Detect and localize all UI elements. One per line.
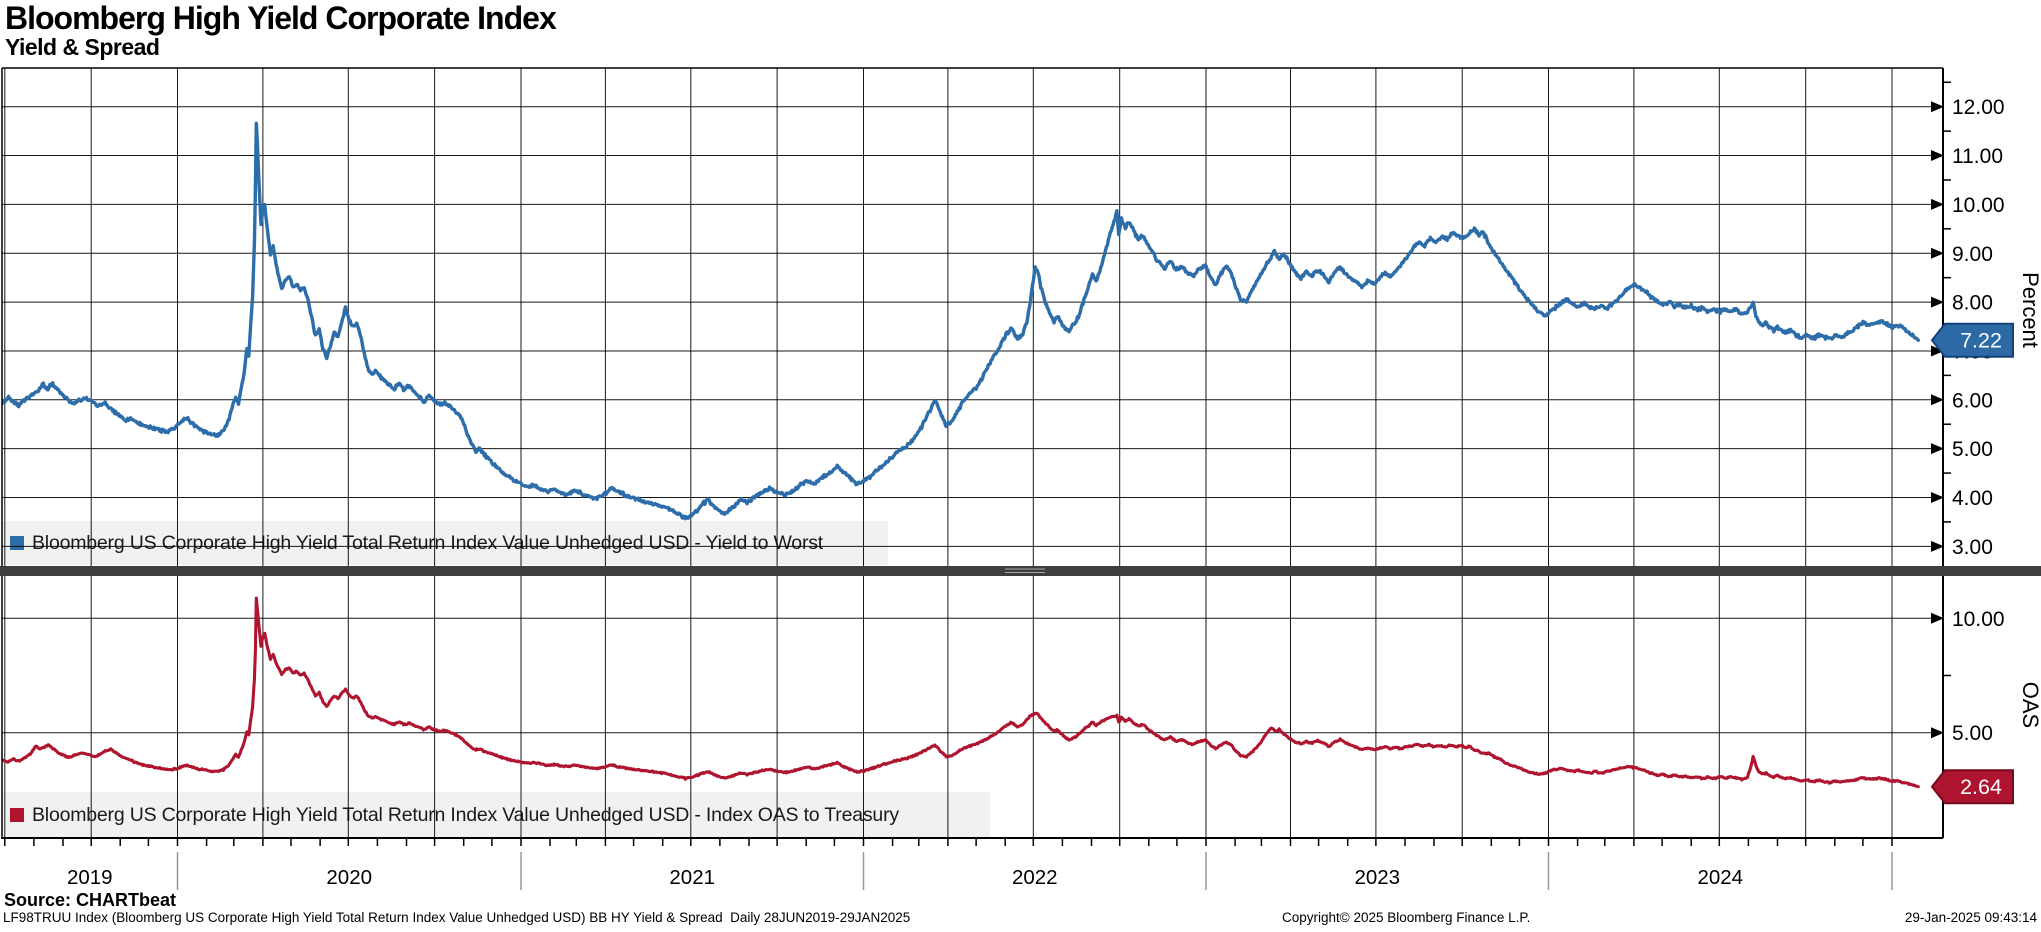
- top-panel-gridlines: 12.0011.0010.009.008.007.006.005.004.003…: [2, 81, 2005, 559]
- svg-text:3.00: 3.00: [1952, 536, 1993, 559]
- year-label: 2020: [326, 866, 372, 889]
- oas-legend-marker-icon: [10, 808, 24, 822]
- tick-arrow-icon: [1931, 247, 1944, 259]
- year-label: 2022: [1012, 866, 1058, 889]
- footer-description: LF98TRUU Index (Bloomberg US Corporate H…: [3, 910, 911, 925]
- tick-arrow-icon: [1931, 394, 1944, 406]
- svg-text:5.00: 5.00: [1952, 438, 1993, 461]
- tick-arrow-icon: [1931, 345, 1944, 357]
- tick-arrow-icon: [1931, 492, 1944, 503]
- percent-axis-label: Percent: [2018, 272, 2041, 348]
- svg-text:8.00: 8.00: [1952, 292, 1993, 315]
- tick-arrow-icon: [1931, 150, 1944, 162]
- footer-source: Source: CHARTbeat: [4, 890, 177, 910]
- yield-last-value-badge[interactable]: 7.22: [1930, 322, 2014, 358]
- page-subtitle: Yield & Spread: [5, 34, 160, 60]
- year-label: 2021: [669, 866, 715, 889]
- svg-text:9.00: 9.00: [1952, 243, 1993, 266]
- footer-copyright: Copyright© 2025 Bloomberg Finance L.P.: [1282, 910, 1531, 925]
- x-axis: 2019 2020 2021 2022 2023 2024: [4, 838, 1893, 890]
- svg-text:5.00: 5.00: [1952, 722, 1993, 745]
- footer-timestamp: 29-Jan-2025 09:43:14: [1904, 910, 2037, 925]
- bottom-panel-gridlines: 10.00 5.00: [2, 608, 2005, 791]
- tick-arrow-icon: [1931, 101, 1944, 113]
- svg-text:10.00: 10.00: [1952, 608, 2005, 631]
- svg-text:11.00: 11.00: [1952, 145, 2003, 168]
- tick-arrow-icon: [1931, 727, 1944, 739]
- tick-arrow-icon: [1931, 296, 1944, 308]
- svg-text:2.64: 2.64: [1960, 775, 2002, 799]
- oas-last-value-badge[interactable]: 2.64: [1930, 769, 2014, 805]
- year-label: 2019: [67, 866, 113, 889]
- page-title: Bloomberg High Yield Corporate Index: [5, 0, 557, 36]
- oas-plot-area[interactable]: [2, 576, 1943, 838]
- year-label: 2023: [1354, 866, 1400, 889]
- svg-text:4.00: 4.00: [1952, 487, 1993, 510]
- oas-legend[interactable]: Bloomberg US Corporate High Yield Total …: [2, 792, 990, 838]
- svg-text:12.00: 12.00: [1952, 96, 2005, 119]
- oas-series-line: [2, 596, 1920, 789]
- yield-legend-label: Bloomberg US Corporate High Yield Total …: [32, 532, 823, 555]
- yield-plot-area[interactable]: [2, 68, 1943, 566]
- tick-arrow-icon: [1931, 540, 1944, 552]
- plot-borders: [1, 67, 1944, 839]
- tick-arrow-icon: [1931, 443, 1944, 455]
- year-label: 2024: [1697, 866, 1743, 889]
- yield-legend[interactable]: Bloomberg US Corporate High Yield Total …: [2, 521, 888, 565]
- vertical-gridlines: [4, 68, 1893, 838]
- tick-arrow-icon: [1931, 612, 1944, 624]
- svg-text:6.00: 6.00: [1952, 389, 1993, 412]
- panel-separator[interactable]: [0, 566, 2041, 576]
- oas-axis-label: OAS: [2018, 682, 2041, 728]
- tick-arrow-icon: [1931, 198, 1944, 210]
- oas-legend-label: Bloomberg US Corporate High Yield Total …: [32, 804, 899, 827]
- svg-text:10.00: 10.00: [1952, 194, 2005, 217]
- yield-series-line: [2, 121, 1921, 521]
- svg-text:7.22: 7.22: [1960, 329, 2002, 353]
